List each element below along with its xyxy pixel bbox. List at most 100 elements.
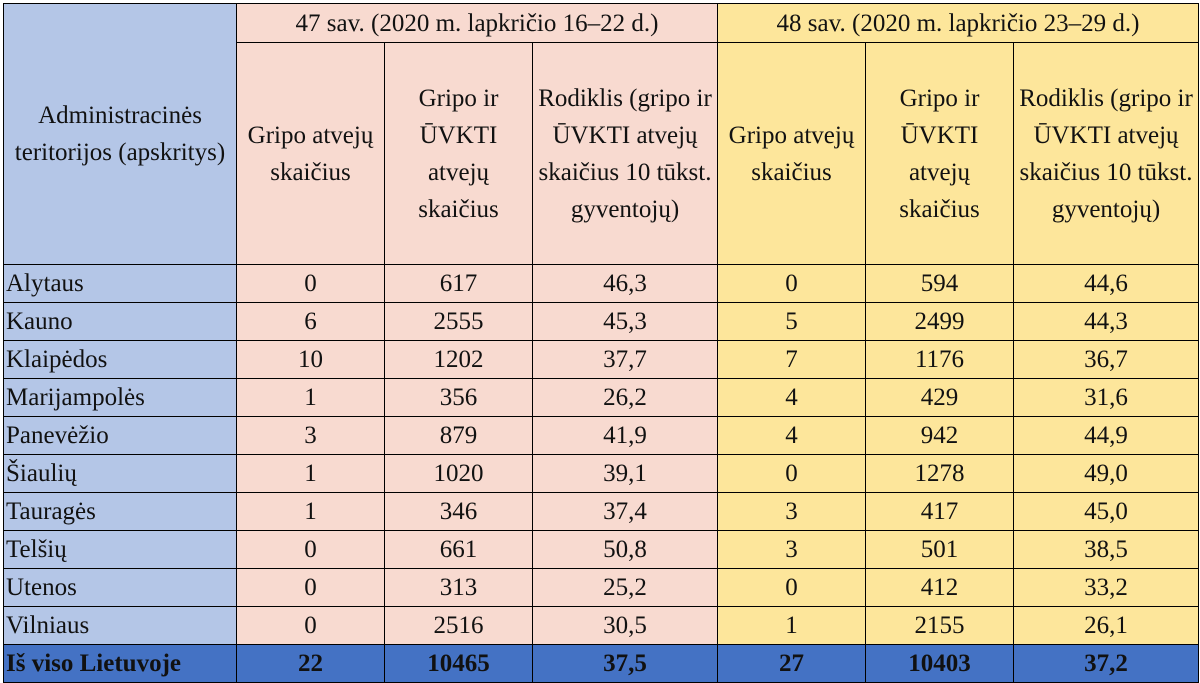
w48-flu-count: 4 [717, 416, 866, 455]
total-label: Iš viso Lietuvoje [3, 644, 237, 683]
total-row: Iš viso Lietuvoje 22 10465 37,5 27 10403… [3, 644, 1199, 683]
w47-flu-count: 1 [236, 378, 385, 417]
w48-flu-count: 5 [717, 302, 866, 341]
w48-total-count: 429 [865, 378, 1014, 417]
table-row: Utenos 0 313 25,2 0 412 33,2 [3, 568, 1199, 607]
week47-flu-header: Gripo atvejų skaičius [236, 42, 385, 265]
w48-flu-count: 1 [717, 606, 866, 645]
region-name: Šiaulių [3, 454, 237, 493]
w48-total-count: 501 [865, 530, 1014, 569]
table-row: Klaipėdos 10 1202 37,7 7 1176 36,7 [3, 340, 1199, 379]
w47-total-count: 2516 [384, 606, 533, 645]
w48-total-count: 1176 [865, 340, 1014, 379]
w47-total-count: 879 [384, 416, 533, 455]
w48-flu-count: 0 [717, 568, 866, 607]
w47-flu-count: 1 [236, 492, 385, 531]
w47-rate: 41,9 [532, 416, 718, 455]
table-row: Vilniaus 0 2516 30,5 1 2155 26,1 [3, 606, 1199, 645]
w47-rate: 45,3 [532, 302, 718, 341]
week48-flu-ari-header: Gripo ir ŪVKTI atvejų skaičius [865, 42, 1014, 265]
region-name: Marijampolės [3, 378, 237, 417]
w48-total-count: 2499 [865, 302, 1014, 341]
w48-total-count: 1278 [865, 454, 1014, 493]
header-row-columns: Gripo atvejų skaičius Gripo ir ŪVKTI atv… [4, 42, 1199, 265]
week48-rate-header: Rodiklis (gripo ir ŪVKTI atvejų skaičius… [1013, 42, 1199, 265]
flu-statistics-table: Administracinės teritorijos (apskritys) … [3, 3, 1199, 683]
w47-total-count: 356 [384, 378, 533, 417]
w47-rate: 37,4 [532, 492, 718, 531]
w47-flu-count: 1 [236, 454, 385, 493]
w47-rate: 37,7 [532, 340, 718, 379]
w48-flu-count: 4 [717, 378, 866, 417]
w48-rate: 49,0 [1013, 454, 1199, 493]
w47-total-count: 313 [384, 568, 533, 607]
region-name: Kauno [3, 302, 237, 341]
w48-rate: 44,9 [1013, 416, 1199, 455]
w48-flu-count: 3 [717, 530, 866, 569]
table-row: Telšių 0 661 50,8 3 501 38,5 [3, 530, 1199, 569]
w47-flu-count: 6 [236, 302, 385, 341]
w47-rate: 25,2 [532, 568, 718, 607]
week48-header: 48 sav. (2020 m. lapkričio 23–29 d.) [717, 3, 1199, 43]
w47-flu-count: 0 [236, 264, 385, 303]
table-row: Kauno 6 2555 45,3 5 2499 44,3 [3, 302, 1199, 341]
total-w48-rate: 37,2 [1013, 644, 1199, 683]
total-w47-flu-count: 22 [236, 644, 385, 683]
total-w48-flu-count: 27 [717, 644, 866, 683]
table-row: Alytaus 0 617 46,3 0 594 44,6 [3, 264, 1199, 303]
w47-total-count: 346 [384, 492, 533, 531]
w48-rate: 44,3 [1013, 302, 1199, 341]
w47-total-count: 617 [384, 264, 533, 303]
table-row: Panevėžio 3 879 41,9 4 942 44,9 [3, 416, 1199, 455]
w48-rate: 38,5 [1013, 530, 1199, 569]
w48-flu-count: 0 [717, 264, 866, 303]
w48-flu-count: 0 [717, 454, 866, 493]
w47-rate: 50,8 [532, 530, 718, 569]
table-row: Tauragės 1 346 37,4 3 417 45,0 [3, 492, 1199, 531]
table-row: Šiaulių 1 1020 39,1 0 1278 49,0 [3, 454, 1199, 493]
w47-rate: 46,3 [532, 264, 718, 303]
week48-flu-header: Gripo atvejų skaičius [717, 42, 866, 265]
w47-rate: 26,2 [532, 378, 718, 417]
w47-rate: 30,5 [532, 606, 718, 645]
w48-rate: 31,6 [1013, 378, 1199, 417]
w47-total-count: 1202 [384, 340, 533, 379]
total-w47-total-count: 10465 [384, 644, 533, 683]
header-row-periods: Administracinės teritorijos (apskritys) … [3, 3, 1199, 265]
region-name: Klaipėdos [3, 340, 237, 379]
week47-rate-header: Rodiklis (gripo ir ŪVKTI atvejų skaičius… [532, 42, 718, 265]
w48-rate: 44,6 [1013, 264, 1199, 303]
region-name: Tauragės [3, 492, 237, 531]
region-name: Telšių [3, 530, 237, 569]
w48-flu-count: 3 [717, 492, 866, 531]
w48-flu-count: 7 [717, 340, 866, 379]
w48-total-count: 594 [865, 264, 1014, 303]
w48-rate: 45,0 [1013, 492, 1199, 531]
week47-flu-ari-header: Gripo ir ŪVKTI atvejų skaičius [384, 42, 533, 265]
w48-total-count: 942 [865, 416, 1014, 455]
total-w48-total-count: 10403 [865, 644, 1014, 683]
w47-flu-count: 0 [236, 606, 385, 645]
region-name: Utenos [3, 568, 237, 607]
w48-rate: 36,7 [1013, 340, 1199, 379]
w48-total-count: 2155 [865, 606, 1014, 645]
week47-header: 47 sav. (2020 m. lapkričio 16–22 d.) [236, 3, 718, 43]
region-name: Panevėžio [3, 416, 237, 455]
region-column-header: Administracinės teritorijos (apskritys) [3, 3, 237, 265]
w47-total-count: 661 [384, 530, 533, 569]
w47-rate: 39,1 [532, 454, 718, 493]
w47-flu-count: 3 [236, 416, 385, 455]
w48-rate: 33,2 [1013, 568, 1199, 607]
w47-flu-count: 0 [236, 530, 385, 569]
w47-total-count: 1020 [384, 454, 533, 493]
total-w47-rate: 37,5 [532, 644, 718, 683]
w48-total-count: 417 [865, 492, 1014, 531]
region-name: Vilniaus [3, 606, 237, 645]
w48-rate: 26,1 [1013, 606, 1199, 645]
w47-total-count: 2555 [384, 302, 533, 341]
w47-flu-count: 0 [236, 568, 385, 607]
w48-total-count: 412 [865, 568, 1014, 607]
region-name: Alytaus [3, 264, 237, 303]
table-row: Marijampolės 1 356 26,2 4 429 31,6 [3, 378, 1199, 417]
flu-table-container: Administracinės teritorijos (apskritys) … [3, 3, 1199, 683]
